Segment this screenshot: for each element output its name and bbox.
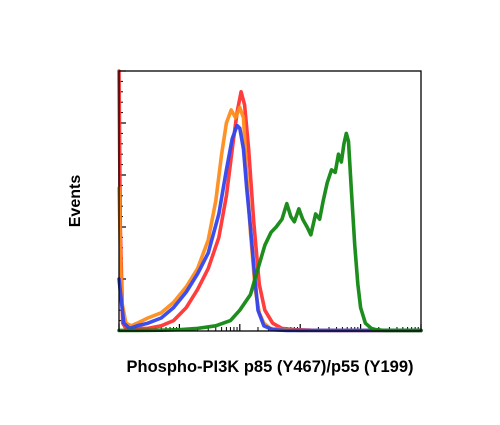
histogram-line-4: [117, 131, 423, 333]
histogram-series: [117, 69, 423, 333]
y-axis-title: Events: [67, 175, 84, 228]
x-axis-title: Phospho-PI3K p85 (Y467)/p55 (Y199): [126, 358, 413, 376]
histogram-line-3: [117, 123, 423, 333]
axis-ticks: [118, 70, 422, 332]
histogram-line-2: [117, 105, 423, 333]
plot-frame: [118, 70, 422, 332]
histogram-line-1: [117, 69, 423, 333]
